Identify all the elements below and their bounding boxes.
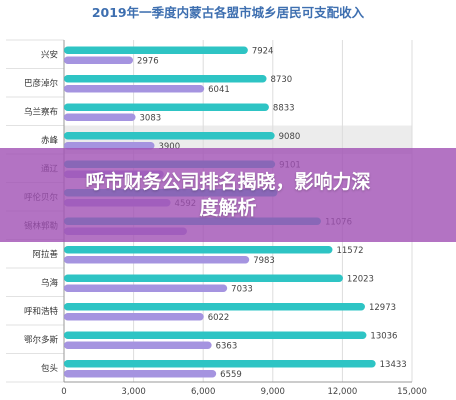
data-label: 12973 xyxy=(369,303,396,313)
bar xyxy=(64,360,376,368)
data-label: 7924 xyxy=(252,47,274,57)
data-label: 3900 xyxy=(158,142,180,152)
x-tick-label: 0 xyxy=(61,387,66,397)
category-label: 巴彦淖尔 xyxy=(24,78,59,89)
x-tick-label: 3,000 xyxy=(121,387,145,397)
bar xyxy=(64,103,269,111)
data-label: 8730 xyxy=(271,75,293,85)
category-label: 兴安 xyxy=(41,49,58,60)
data-label: 8833 xyxy=(273,104,295,114)
bar xyxy=(64,284,228,292)
x-tick-label: 6,000 xyxy=(191,387,215,397)
bar xyxy=(64,46,248,54)
headline-banner: 呼市财务公司排名揭晓，影响力深度解析 xyxy=(0,148,456,242)
bar xyxy=(64,313,204,321)
category-label: 鄂尔多斯 xyxy=(24,334,59,345)
chart-title: 2019年一季度内蒙古各盟市城乡居民可支配收入 xyxy=(92,5,365,20)
data-label: 7983 xyxy=(253,256,275,266)
data-label: 6041 xyxy=(208,85,230,95)
headline-text: 呼市财务公司排名揭晓，影响力深度解析 xyxy=(85,171,371,219)
data-label: 6022 xyxy=(208,313,230,323)
bar xyxy=(64,56,134,64)
category-label: 阿拉善 xyxy=(32,249,58,260)
data-label: 7033 xyxy=(231,285,253,295)
x-tick-label: 15,000 xyxy=(397,387,427,397)
category-label: 赤峰 xyxy=(41,135,59,146)
data-label: 11572 xyxy=(336,246,363,256)
data-label: 6559 xyxy=(220,370,242,380)
data-label: 2976 xyxy=(137,57,159,67)
bar xyxy=(64,85,205,93)
bar xyxy=(64,132,275,140)
bar xyxy=(64,331,367,339)
category-label: 乌兰察布 xyxy=(24,106,58,117)
bar xyxy=(64,341,212,349)
bar xyxy=(64,246,333,254)
category-label: 乌海 xyxy=(41,277,59,288)
bar xyxy=(64,303,365,311)
x-tick-label: 9,000 xyxy=(261,387,285,397)
category-label: 呼和浩特 xyxy=(24,306,59,317)
data-label: 13433 xyxy=(380,360,407,370)
data-label: 3083 xyxy=(140,114,162,124)
data-label: 12023 xyxy=(347,275,374,285)
data-label: 9080 xyxy=(279,132,301,142)
bar xyxy=(64,75,267,83)
data-label: 6363 xyxy=(216,342,238,352)
bar xyxy=(64,113,136,121)
bar xyxy=(64,370,217,378)
bar xyxy=(64,274,343,282)
bar xyxy=(64,142,155,150)
bar xyxy=(64,256,250,264)
data-label: 13036 xyxy=(370,332,397,342)
x-tick-label: 12,000 xyxy=(328,387,358,397)
category-label: 包头 xyxy=(41,363,59,374)
